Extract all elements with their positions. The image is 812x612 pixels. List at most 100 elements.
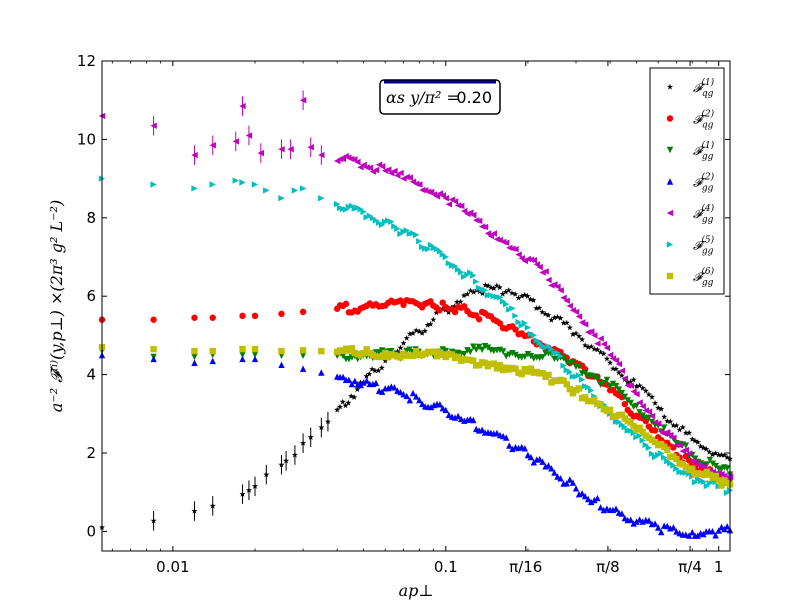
data-point	[700, 444, 707, 451]
data-point	[436, 248, 444, 255]
series-gg-6	[98, 343, 734, 489]
legend-marker	[666, 272, 674, 280]
data-point	[490, 285, 497, 291]
legend-marker	[666, 209, 674, 217]
data-point	[548, 346, 555, 353]
data-point	[299, 347, 307, 354]
x-tick-label: 0.1	[434, 558, 458, 576]
data-point	[470, 272, 477, 279]
legend-marker	[666, 146, 674, 154]
data-point	[545, 462, 552, 469]
data-point	[339, 155, 346, 163]
data-point	[588, 372, 595, 379]
data-point	[487, 347, 495, 354]
series-layer	[98, 90, 734, 539]
data-point	[715, 527, 722, 534]
data-point	[594, 375, 601, 382]
data-point	[448, 351, 456, 358]
data-point	[664, 446, 671, 453]
data-point	[191, 359, 198, 366]
data-point	[357, 381, 364, 389]
data-point	[639, 428, 646, 436]
data-point	[718, 451, 725, 458]
data-point	[694, 532, 701, 539]
data-point	[621, 393, 628, 400]
data-point	[363, 377, 370, 384]
data-point	[715, 477, 722, 484]
data-point	[576, 333, 583, 339]
data-point	[424, 188, 432, 195]
data-point	[351, 156, 358, 163]
data-point	[442, 406, 449, 414]
data-point	[685, 466, 693, 474]
data-point	[645, 517, 653, 524]
data-point	[639, 437, 646, 444]
data-point	[416, 238, 423, 245]
data-point	[530, 297, 537, 303]
data-point	[406, 346, 413, 353]
data-point	[539, 370, 546, 377]
data-point	[581, 394, 589, 401]
data-point	[251, 355, 259, 363]
data-point	[685, 532, 693, 539]
data-point	[686, 429, 693, 436]
data-point	[569, 307, 577, 314]
data-point	[575, 313, 583, 320]
legend-marker	[667, 83, 673, 90]
data-point	[503, 434, 510, 441]
y-axis-ticks: 0 2 4 6 8 10 12	[77, 52, 730, 540]
data-point	[439, 305, 446, 312]
data-point	[709, 451, 716, 457]
data-point	[591, 345, 598, 352]
data-point	[545, 312, 552, 318]
data-point	[499, 348, 507, 355]
data-point	[557, 352, 564, 360]
data-point	[712, 532, 719, 539]
data-point	[700, 478, 708, 485]
data-point	[354, 386, 361, 393]
data-point	[639, 412, 646, 419]
data-point	[639, 385, 646, 391]
data-point	[378, 364, 385, 371]
data-point	[697, 443, 704, 449]
data-point	[548, 316, 555, 323]
data-point	[209, 314, 216, 321]
legend-frame	[649, 67, 725, 295]
data-point	[479, 290, 486, 297]
data-point	[621, 423, 628, 431]
annotation-frame	[379, 79, 501, 115]
data-point	[682, 442, 690, 449]
data-point	[548, 465, 555, 472]
data-point	[712, 450, 719, 456]
data-point	[278, 361, 285, 368]
data-point	[579, 336, 586, 343]
data-point	[594, 346, 601, 353]
data-point	[427, 403, 435, 411]
data-point	[473, 346, 480, 353]
data-point	[299, 352, 307, 359]
data-point	[521, 365, 529, 373]
data-point	[521, 332, 529, 340]
data-point	[382, 349, 389, 357]
data-point	[503, 301, 510, 308]
data-point	[400, 391, 407, 398]
data-point	[603, 505, 611, 512]
data-point	[397, 230, 404, 238]
data-point	[566, 386, 574, 393]
x-tick-label: π/4	[678, 558, 702, 576]
data-point	[551, 314, 558, 321]
data-point	[521, 257, 528, 265]
data-point	[692, 437, 699, 444]
data-point	[563, 480, 570, 487]
legend-item: 𝓕qg(2)	[666, 109, 715, 131]
data-point	[278, 195, 285, 202]
data-point	[554, 283, 561, 290]
data-point	[458, 415, 465, 423]
data-point	[369, 366, 376, 372]
data-point	[673, 465, 680, 472]
data-point	[685, 450, 693, 457]
data-point	[612, 505, 620, 512]
data-point	[458, 202, 465, 210]
data-point	[585, 384, 592, 391]
